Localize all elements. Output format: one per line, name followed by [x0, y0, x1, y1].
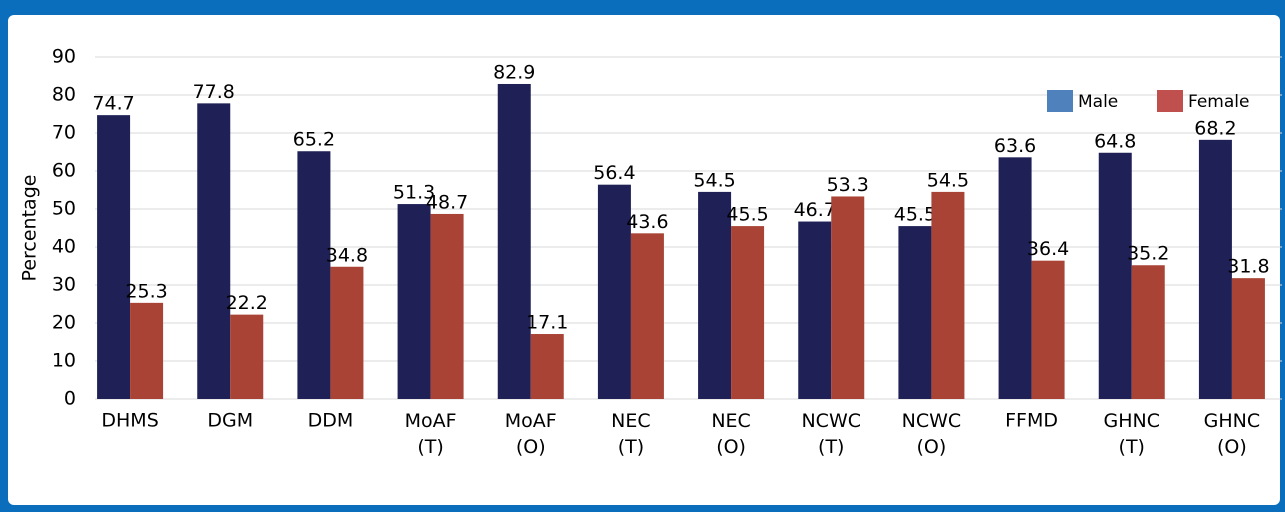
legend-swatch — [1157, 90, 1183, 112]
x-tick-label: DHMS — [101, 410, 158, 432]
x-tick-label-line: (O) — [516, 436, 546, 458]
y-tick-label: 90 — [52, 46, 76, 68]
y-axis-label: Percentage — [19, 175, 41, 282]
bar — [497, 83, 531, 399]
bar — [197, 103, 231, 400]
bar — [630, 233, 664, 399]
x-tick-label: NEC (O) — [711, 410, 750, 458]
bar — [530, 334, 564, 399]
y-tick-label: 60 — [52, 160, 76, 182]
data-label: 74.7 — [92, 93, 134, 115]
x-tick-label-line: (O) — [1217, 436, 1247, 458]
bar — [130, 302, 164, 399]
legend-swatch — [1047, 90, 1073, 112]
data-label: 46.7 — [794, 199, 836, 221]
data-label: 54.5 — [927, 169, 969, 191]
x-tick-label-line: (O) — [716, 436, 746, 458]
x-tick-label-line: NEC — [611, 410, 650, 432]
data-label: 34.8 — [326, 244, 368, 266]
data-label: 36.4 — [1027, 238, 1069, 260]
data-label: 63.6 — [994, 135, 1036, 157]
bar — [798, 221, 832, 399]
y-tick-label: 70 — [52, 122, 76, 144]
data-label: 68.2 — [1194, 117, 1236, 139]
x-tick-label: MoAF (T) — [405, 410, 457, 458]
data-label: 48.7 — [426, 191, 468, 213]
data-label: 45.5 — [726, 204, 768, 226]
x-tick-label: MoAF (O) — [505, 410, 557, 458]
data-label: 56.4 — [593, 162, 635, 184]
x-tick-label-line: (T) — [618, 436, 644, 458]
data-label: 45.5 — [894, 204, 936, 226]
data-label: 43.6 — [626, 211, 668, 233]
data-label: 77.8 — [193, 81, 235, 103]
x-tick-label: NEC (T) — [611, 410, 650, 458]
y-tick-label: 50 — [52, 198, 76, 220]
x-tick-label-line: MoAF — [405, 410, 457, 432]
x-tick-label-line: (T) — [818, 436, 844, 458]
x-tick-label-line: GHNC — [1104, 410, 1161, 432]
data-label: 17.1 — [526, 312, 568, 334]
bar — [430, 213, 464, 399]
bar — [297, 151, 331, 399]
bar — [731, 226, 765, 399]
bar — [1198, 139, 1232, 399]
x-tick-label-line: (O) — [917, 436, 947, 458]
x-tick-label: GHNC (O) — [1204, 410, 1261, 458]
data-label: 35.2 — [1127, 243, 1169, 265]
bar — [1131, 265, 1165, 399]
bar — [1098, 152, 1132, 399]
y-tick-label: 30 — [52, 274, 76, 296]
bar — [898, 226, 932, 399]
bar — [998, 157, 1032, 399]
bar — [97, 115, 131, 399]
x-tick-label: GHNC (T) — [1104, 410, 1161, 458]
x-tick-label-line: NEC — [711, 410, 750, 432]
x-tick-label: DDM — [308, 410, 354, 432]
x-tick-label: NCWC (T) — [801, 410, 861, 458]
bar — [1231, 278, 1265, 399]
x-tick-label-line: (T) — [1119, 436, 1145, 458]
y-tick-label: 40 — [52, 236, 76, 258]
bar — [597, 184, 631, 399]
bar — [230, 314, 264, 399]
x-tick-label: FFMD — [1005, 410, 1058, 432]
x-tick-label: NCWC (O) — [902, 410, 962, 458]
bar — [330, 266, 364, 399]
data-label: 64.8 — [1094, 130, 1136, 152]
data-label: 22.2 — [226, 292, 268, 314]
y-tick-label: 0 — [64, 388, 76, 410]
data-label: 53.3 — [827, 174, 869, 196]
data-label: 82.9 — [493, 61, 535, 83]
y-tick-label: 20 — [52, 312, 76, 334]
bar — [931, 191, 965, 399]
data-label: 65.2 — [293, 129, 335, 151]
bar — [698, 191, 732, 399]
data-label: 54.5 — [693, 169, 735, 191]
x-tick-label-line: NCWC — [902, 410, 962, 432]
y-tick-label: 10 — [52, 350, 76, 372]
data-label: 51.3 — [393, 182, 435, 204]
y-tick-label: 80 — [52, 84, 76, 106]
x-tick-label-line: GHNC — [1204, 410, 1261, 432]
legend-label: Female — [1188, 92, 1249, 112]
bar — [831, 196, 865, 399]
x-tick-label: DGM — [207, 410, 253, 432]
bar — [1031, 260, 1065, 399]
legend-label: Male — [1078, 92, 1118, 112]
x-tick-label-line: MoAF — [505, 410, 557, 432]
x-tick-label-line: NCWC — [801, 410, 861, 432]
bar — [397, 204, 431, 399]
data-label: 31.8 — [1227, 256, 1269, 278]
data-label: 25.3 — [125, 280, 167, 302]
x-tick-label-line: (T) — [417, 436, 443, 458]
